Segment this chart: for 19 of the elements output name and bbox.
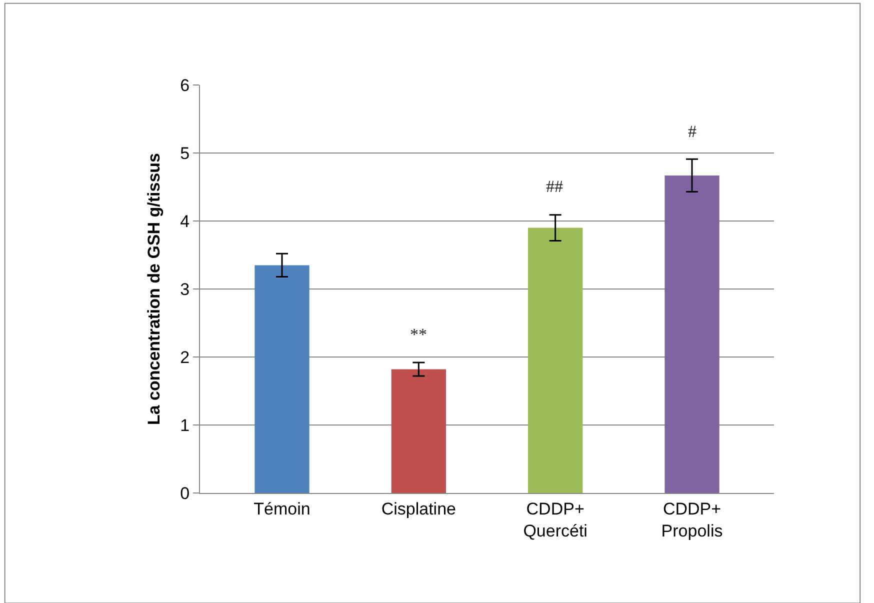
x-tick-label: CDDP+ Quercéti [523,499,588,540]
annotation: ** [410,325,427,344]
x-tick-label: Cisplatine [381,499,456,518]
y-tick-label: 6 [180,76,190,95]
bar [528,228,583,493]
y-tick-label: 2 [180,348,190,367]
x-tick-label: Témoin [254,499,310,518]
y-tick-label: 0 [180,484,190,503]
bar [664,175,720,493]
bar [391,369,446,493]
x-tick-label: CDDP+ Propolis [661,499,723,540]
y-tick-label: 5 [180,144,190,163]
annotation: ## [546,177,564,196]
y-tick-label: 4 [180,212,190,231]
bar [254,265,310,493]
annotation: # [688,122,697,141]
y-axis-title: La concentration de GSH g/tissus [144,152,164,426]
y-tick-label: 1 [180,416,190,435]
y-tick-label: 3 [180,280,190,299]
